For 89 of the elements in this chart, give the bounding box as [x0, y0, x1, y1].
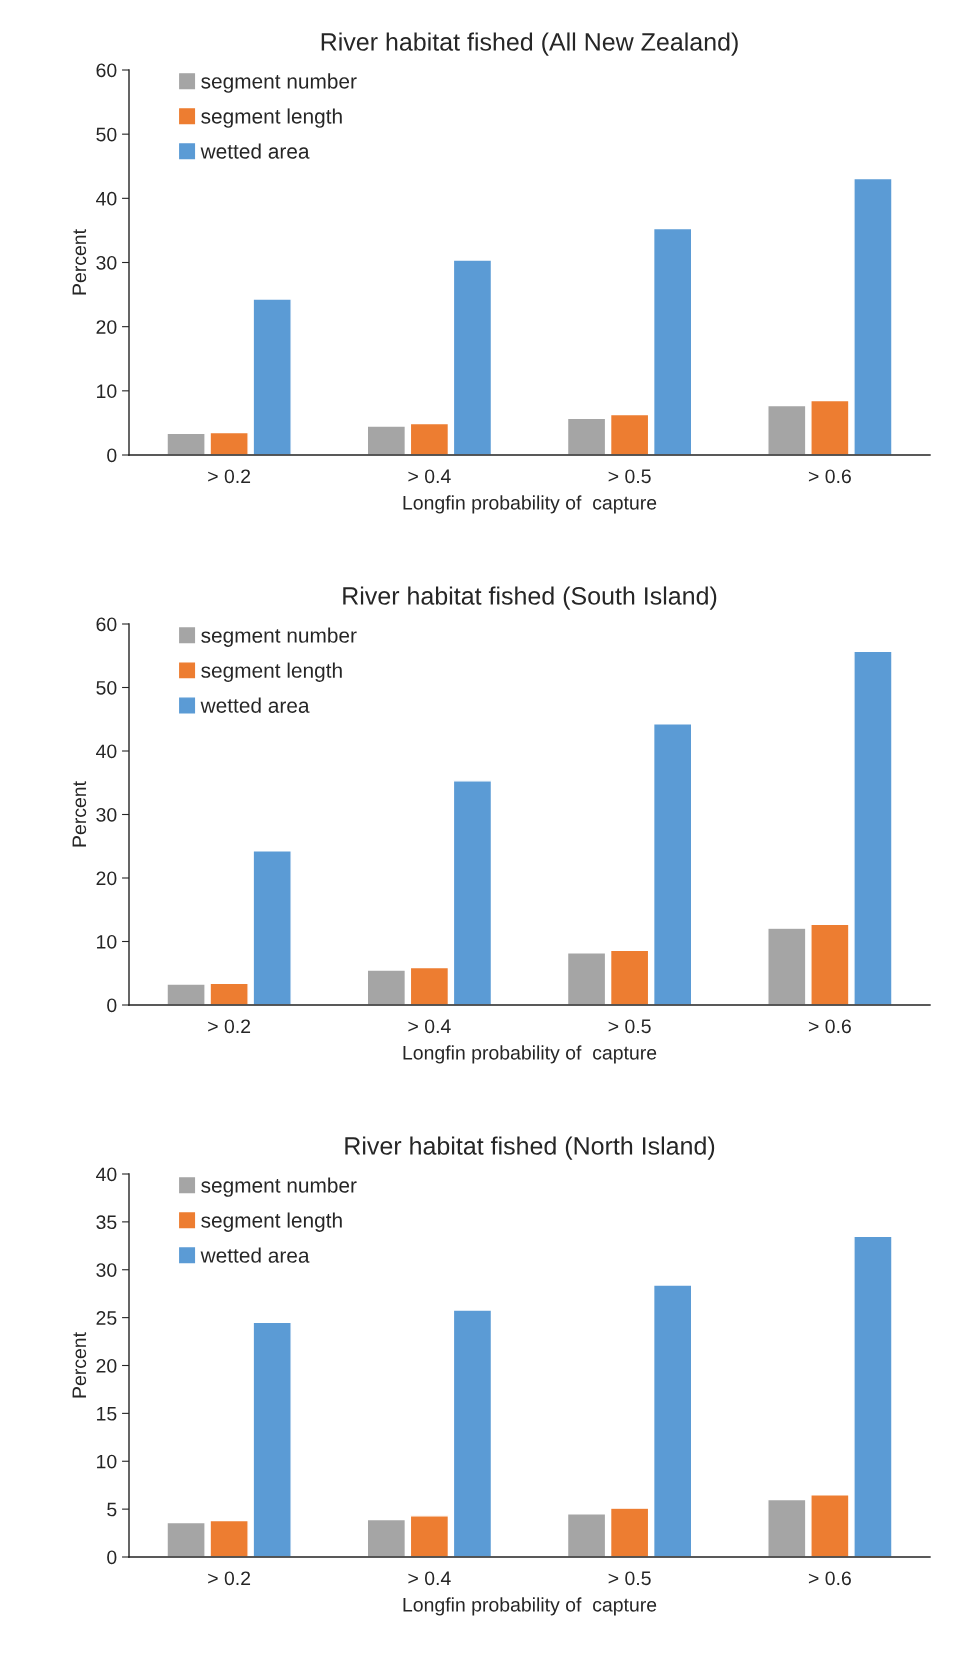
y-axis-title: Percent	[72, 781, 87, 847]
bar	[409, 422, 450, 455]
legend-label: segment number	[201, 1177, 357, 1197]
bar	[652, 227, 693, 455]
bar	[209, 982, 249, 1005]
x-tick-label: > 0.2	[208, 469, 251, 484]
y-tick-label: 50	[96, 680, 117, 695]
y-tick-label: 30	[96, 255, 117, 270]
chart-title: River habitat fished (South Island)	[343, 586, 717, 610]
bar	[166, 432, 206, 455]
y-tick-label: 40	[96, 191, 117, 206]
bar	[767, 404, 807, 455]
bar	[366, 969, 407, 1005]
y-tick-label: 20	[96, 1358, 117, 1373]
y-tick-label: 0	[107, 1550, 117, 1565]
bar	[252, 1321, 292, 1557]
y-tick-label: 10	[97, 934, 117, 949]
y-tick-label: 40	[96, 744, 117, 759]
legend-label: segment length	[201, 108, 342, 128]
bar	[209, 1519, 249, 1557]
y-axis-title: Percent	[72, 1332, 87, 1398]
y-tick-label: 60	[96, 63, 117, 78]
bar	[652, 722, 693, 1005]
bar	[252, 849, 292, 1005]
chart-title: River habitat fished (All New Zealand)	[321, 32, 738, 56]
x-tick-label: > 0.6	[808, 1571, 851, 1586]
x-tick-label: > 0.5	[608, 1571, 651, 1586]
bar	[366, 425, 407, 455]
bar	[609, 413, 650, 455]
x-axis-title: Longfin probability of capture	[403, 1045, 657, 1064]
y-tick-label: 40	[96, 1167, 117, 1182]
y-tick-label: 5	[107, 1502, 117, 1517]
bar	[409, 966, 450, 1005]
y-tick-label: 50	[96, 127, 117, 142]
bar	[853, 650, 893, 1005]
bar	[609, 1507, 650, 1557]
bar	[810, 1494, 850, 1557]
y-tick-label: 0	[107, 448, 117, 463]
bar	[810, 399, 850, 455]
x-tick-label: > 0.4	[408, 469, 451, 484]
bar	[209, 431, 249, 455]
bar	[853, 177, 893, 455]
x-tick-label: > 0.2	[208, 1571, 251, 1586]
legend-label: segment number	[201, 627, 357, 647]
chart-title: River habitat fished (North Island)	[345, 1136, 715, 1160]
y-tick-label: 35	[96, 1215, 117, 1230]
legend-label: segment length	[201, 1212, 342, 1232]
legend-label: segment number	[201, 73, 357, 93]
x-tick-label: > 0.6	[808, 469, 851, 484]
x-tick-label: > 0.5	[608, 469, 651, 484]
bar	[810, 923, 850, 1005]
legend-label: wetted area	[200, 1247, 310, 1263]
bar	[366, 1518, 407, 1557]
bar	[767, 1498, 807, 1557]
bar	[166, 983, 206, 1005]
bar	[566, 1513, 607, 1557]
bar	[566, 417, 607, 455]
x-tick-label: > 0.4	[408, 1571, 451, 1586]
bar	[566, 952, 607, 1005]
y-tick-label: 0	[107, 998, 117, 1013]
bar	[452, 780, 493, 1005]
y-tick-label: 30	[96, 1263, 117, 1277]
x-tick-label: > 0.5	[608, 1019, 651, 1034]
legend-label: wetted area	[200, 143, 310, 159]
bar	[252, 298, 292, 455]
bar	[652, 1284, 693, 1557]
bar	[452, 259, 493, 455]
y-tick-label: 25	[96, 1311, 117, 1325]
legend-label: wetted area	[200, 697, 310, 713]
x-tick-label: > 0.6	[808, 1019, 851, 1034]
y-tick-label: 15	[97, 1407, 117, 1421]
x-axis-title: Longfin probability of capture	[403, 495, 657, 514]
bar	[853, 1235, 893, 1557]
y-tick-label: 60	[96, 617, 117, 632]
y-tick-label: 10	[97, 384, 117, 399]
bar	[409, 1515, 450, 1557]
y-tick-label: 20	[96, 320, 117, 334]
x-tick-label: > 0.2	[208, 1019, 251, 1034]
y-tick-label: 30	[96, 807, 117, 822]
x-tick-label: > 0.4	[408, 1019, 451, 1034]
y-tick-label: 10	[97, 1454, 117, 1469]
bar	[767, 927, 807, 1005]
bar	[452, 1309, 493, 1557]
x-axis-title: Longfin probability of capture	[403, 1597, 657, 1616]
bar	[609, 949, 650, 1005]
y-axis-title: Percent	[72, 229, 87, 295]
bar	[166, 1521, 206, 1557]
legend-label: segment length	[201, 662, 342, 682]
y-tick-label: 20	[96, 871, 117, 886]
